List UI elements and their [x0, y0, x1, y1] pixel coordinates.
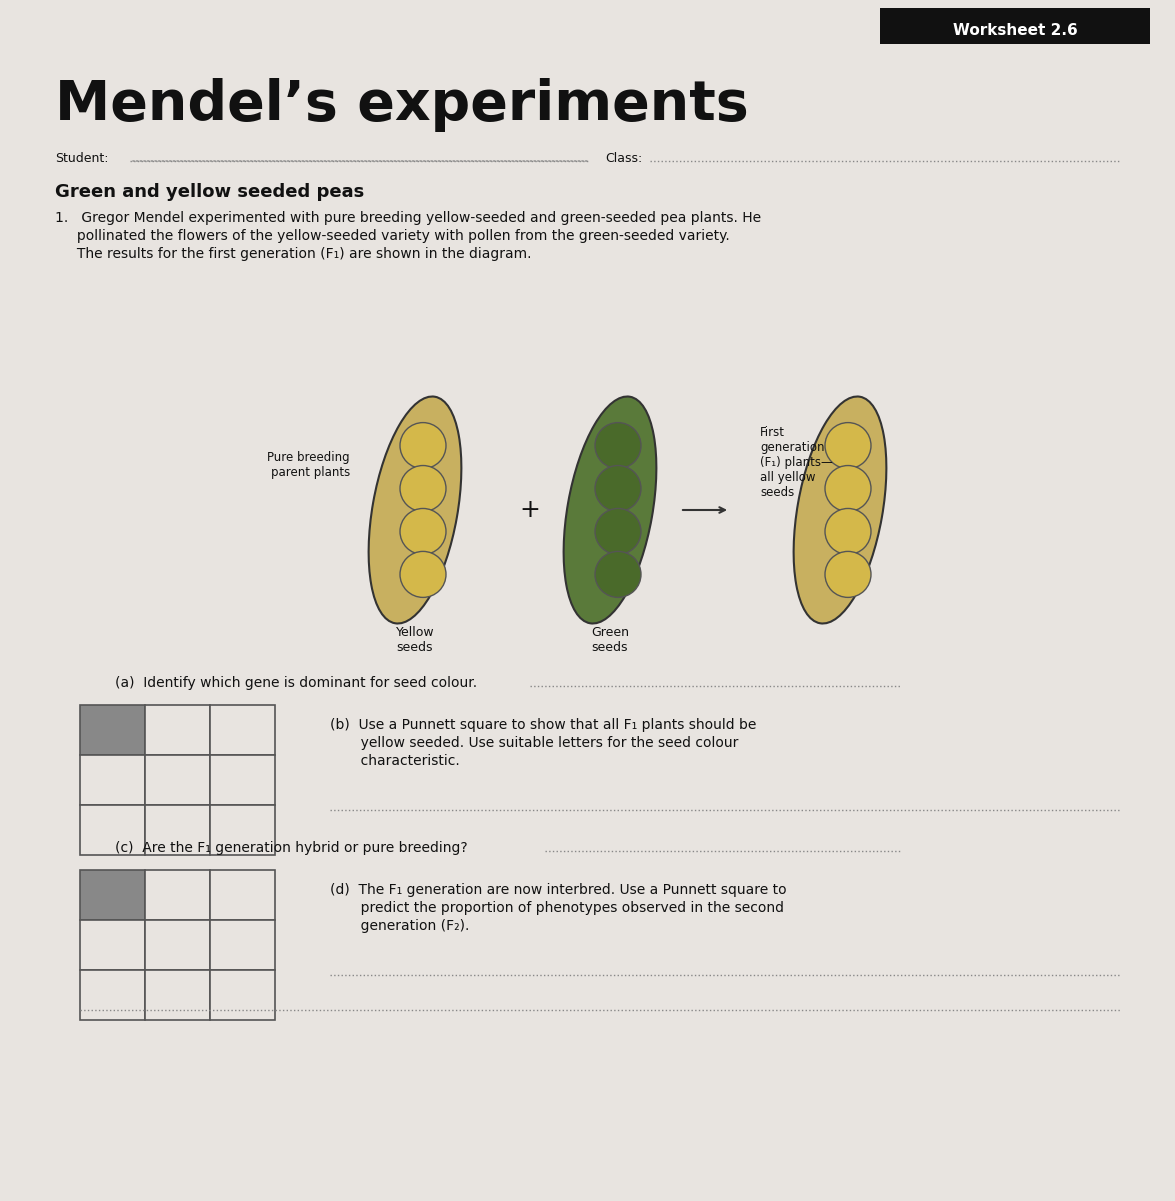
Bar: [145, 970, 210, 1020]
Text: characteristic.: characteristic.: [330, 754, 459, 767]
Circle shape: [825, 551, 871, 597]
Text: (d)  The F₁ generation are now interbred. Use a Punnett square to: (d) The F₁ generation are now interbred.…: [330, 883, 786, 897]
Bar: [80, 920, 145, 970]
Bar: [80, 705, 145, 755]
Bar: [145, 805, 210, 855]
Bar: [210, 805, 275, 855]
Circle shape: [595, 508, 642, 555]
Bar: [210, 705, 275, 755]
Circle shape: [400, 423, 447, 468]
Text: generation (F₂).: generation (F₂).: [330, 919, 469, 933]
Circle shape: [400, 508, 447, 555]
Text: Green
seeds: Green seeds: [591, 626, 629, 655]
Circle shape: [595, 551, 642, 597]
Text: First
generation
(F₁) plants—
all yellow
seeds: First generation (F₁) plants— all yellow…: [760, 425, 833, 498]
Text: 1.   Gregor Mendel experimented with pure breeding yellow-seeded and green-seede: 1. Gregor Mendel experimented with pure …: [55, 211, 761, 225]
Text: Green and yellow seeded peas: Green and yellow seeded peas: [55, 183, 364, 201]
Ellipse shape: [369, 396, 462, 623]
Bar: [145, 920, 210, 970]
Bar: [145, 870, 210, 920]
FancyBboxPatch shape: [880, 8, 1150, 44]
Circle shape: [595, 423, 642, 468]
Text: The results for the first generation (F₁) are shown in the diagram.: The results for the first generation (F₁…: [55, 247, 531, 261]
Ellipse shape: [793, 396, 886, 623]
Text: (b)  Use a Punnett square to show that all F₁ plants should be: (b) Use a Punnett square to show that al…: [330, 718, 757, 731]
Text: Yellow
seeds: Yellow seeds: [396, 626, 435, 655]
Text: +: +: [519, 498, 540, 522]
Text: Mendel’s experiments: Mendel’s experiments: [55, 78, 748, 132]
Circle shape: [825, 508, 871, 555]
Text: predict the proportion of phenotypes observed in the second: predict the proportion of phenotypes obs…: [330, 901, 784, 915]
Text: Class:: Class:: [605, 151, 643, 165]
Text: yellow seeded. Use suitable letters for the seed colour: yellow seeded. Use suitable letters for …: [330, 736, 738, 749]
Circle shape: [595, 466, 642, 512]
Bar: [210, 920, 275, 970]
Bar: [80, 870, 145, 920]
Bar: [145, 755, 210, 805]
Circle shape: [825, 423, 871, 468]
Bar: [210, 970, 275, 1020]
Circle shape: [400, 466, 447, 512]
Bar: [80, 755, 145, 805]
Bar: [210, 870, 275, 920]
Ellipse shape: [564, 396, 657, 623]
Circle shape: [825, 466, 871, 512]
Text: Pure breeding
parent plants: Pure breeding parent plants: [268, 452, 350, 479]
Bar: [145, 705, 210, 755]
Text: Student:: Student:: [55, 151, 108, 165]
Text: pollinated the flowers of the yellow-seeded variety with pollen from the green-s: pollinated the flowers of the yellow-see…: [55, 229, 730, 243]
Text: Worksheet 2.6: Worksheet 2.6: [953, 23, 1077, 37]
Text: (a)  Identify which gene is dominant for seed colour.: (a) Identify which gene is dominant for …: [115, 676, 477, 691]
Text: (c)  Are the F₁ generation hybrid or pure breeding?: (c) Are the F₁ generation hybrid or pure…: [115, 841, 468, 855]
Bar: [80, 970, 145, 1020]
Bar: [210, 755, 275, 805]
Bar: [80, 805, 145, 855]
Circle shape: [400, 551, 447, 597]
